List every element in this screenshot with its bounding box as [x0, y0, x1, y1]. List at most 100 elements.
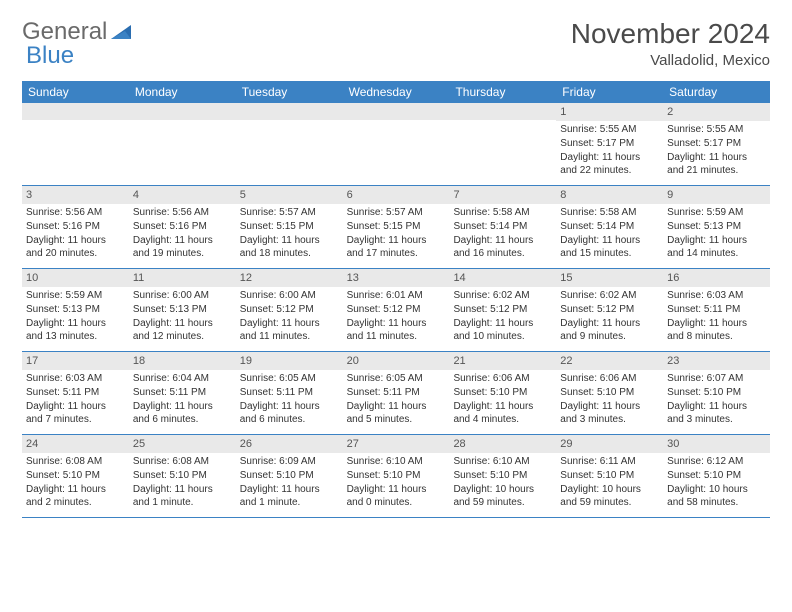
- day-cell: 11Sunrise: 6:00 AMSunset: 5:13 PMDayligh…: [129, 269, 236, 351]
- sunset-text: Sunset: 5:11 PM: [667, 303, 766, 316]
- daylight-text: Daylight: 11 hours and 16 minutes.: [453, 234, 552, 260]
- day-content: Sunrise: 6:00 AMSunset: 5:12 PMDaylight:…: [236, 287, 343, 348]
- day-cell: 27Sunrise: 6:10 AMSunset: 5:10 PMDayligh…: [343, 435, 450, 517]
- day-content: Sunrise: 6:08 AMSunset: 5:10 PMDaylight:…: [129, 453, 236, 514]
- day-number: 1: [556, 103, 663, 121]
- weekday-friday: Friday: [556, 81, 663, 103]
- day-content: Sunrise: 5:58 AMSunset: 5:14 PMDaylight:…: [556, 204, 663, 265]
- day-content: Sunrise: 6:11 AMSunset: 5:10 PMDaylight:…: [556, 453, 663, 514]
- sunset-text: Sunset: 5:10 PM: [26, 469, 125, 482]
- day-content: Sunrise: 6:03 AMSunset: 5:11 PMDaylight:…: [22, 370, 129, 431]
- day-content: Sunrise: 6:04 AMSunset: 5:11 PMDaylight:…: [129, 370, 236, 431]
- weekday-tuesday: Tuesday: [236, 81, 343, 103]
- sunset-text: Sunset: 5:12 PM: [240, 303, 339, 316]
- weekday-sunday: Sunday: [22, 81, 129, 103]
- day-number: 24: [22, 435, 129, 453]
- day-number: 27: [343, 435, 450, 453]
- daylight-text: Daylight: 11 hours and 9 minutes.: [560, 317, 659, 343]
- sunset-text: Sunset: 5:10 PM: [453, 469, 552, 482]
- sunrise-text: Sunrise: 6:04 AM: [133, 372, 232, 385]
- day-cell: 15Sunrise: 6:02 AMSunset: 5:12 PMDayligh…: [556, 269, 663, 351]
- day-cell: 7Sunrise: 5:58 AMSunset: 5:14 PMDaylight…: [449, 186, 556, 268]
- sunset-text: Sunset: 5:10 PM: [453, 386, 552, 399]
- sunset-text: Sunset: 5:10 PM: [667, 469, 766, 482]
- daylight-text: Daylight: 11 hours and 1 minute.: [240, 483, 339, 509]
- day-number: 3: [22, 186, 129, 204]
- sunrise-text: Sunrise: 6:08 AM: [133, 455, 232, 468]
- weekday-header-row: Sunday Monday Tuesday Wednesday Thursday…: [22, 81, 770, 103]
- day-cell: 2Sunrise: 5:55 AMSunset: 5:17 PMDaylight…: [663, 103, 770, 185]
- sunset-text: Sunset: 5:17 PM: [667, 137, 766, 150]
- sunset-text: Sunset: 5:16 PM: [133, 220, 232, 233]
- day-cell: 25Sunrise: 6:08 AMSunset: 5:10 PMDayligh…: [129, 435, 236, 517]
- daylight-text: Daylight: 11 hours and 20 minutes.: [26, 234, 125, 260]
- daylight-text: Daylight: 11 hours and 1 minute.: [133, 483, 232, 509]
- daylight-text: Daylight: 11 hours and 14 minutes.: [667, 234, 766, 260]
- day-cell: 21Sunrise: 6:06 AMSunset: 5:10 PMDayligh…: [449, 352, 556, 434]
- day-content: Sunrise: 6:12 AMSunset: 5:10 PMDaylight:…: [663, 453, 770, 514]
- sunset-text: Sunset: 5:12 PM: [560, 303, 659, 316]
- day-content: Sunrise: 6:07 AMSunset: 5:10 PMDaylight:…: [663, 370, 770, 431]
- weeks-container: 1Sunrise: 5:55 AMSunset: 5:17 PMDaylight…: [22, 103, 770, 518]
- month-title: November 2024: [571, 18, 770, 50]
- sunrise-text: Sunrise: 5:56 AM: [26, 206, 125, 219]
- day-cell: 14Sunrise: 6:02 AMSunset: 5:12 PMDayligh…: [449, 269, 556, 351]
- sunrise-text: Sunrise: 6:03 AM: [667, 289, 766, 302]
- week-row: 10Sunrise: 5:59 AMSunset: 5:13 PMDayligh…: [22, 269, 770, 352]
- day-number: 12: [236, 269, 343, 287]
- daylight-text: Daylight: 11 hours and 10 minutes.: [453, 317, 552, 343]
- sunrise-text: Sunrise: 6:06 AM: [560, 372, 659, 385]
- weekday-thursday: Thursday: [449, 81, 556, 103]
- day-content: Sunrise: 5:59 AMSunset: 5:13 PMDaylight:…: [22, 287, 129, 348]
- day-number: [129, 103, 236, 120]
- day-cell: 9Sunrise: 5:59 AMSunset: 5:13 PMDaylight…: [663, 186, 770, 268]
- week-row: 17Sunrise: 6:03 AMSunset: 5:11 PMDayligh…: [22, 352, 770, 435]
- sunset-text: Sunset: 5:11 PM: [347, 386, 446, 399]
- daylight-text: Daylight: 11 hours and 19 minutes.: [133, 234, 232, 260]
- week-row: 3Sunrise: 5:56 AMSunset: 5:16 PMDaylight…: [22, 186, 770, 269]
- sunrise-text: Sunrise: 6:02 AM: [560, 289, 659, 302]
- daylight-text: Daylight: 11 hours and 22 minutes.: [560, 151, 659, 177]
- sunset-text: Sunset: 5:17 PM: [560, 137, 659, 150]
- sunrise-text: Sunrise: 6:09 AM: [240, 455, 339, 468]
- sunrise-text: Sunrise: 6:00 AM: [133, 289, 232, 302]
- daylight-text: Daylight: 10 hours and 59 minutes.: [560, 483, 659, 509]
- daylight-text: Daylight: 10 hours and 59 minutes.: [453, 483, 552, 509]
- daylight-text: Daylight: 11 hours and 0 minutes.: [347, 483, 446, 509]
- daylight-text: Daylight: 11 hours and 7 minutes.: [26, 400, 125, 426]
- day-cell: 13 Sunrise: 6:01 AMSunset: 5:12 PMDayligh…: [343, 269, 450, 351]
- daylight-text: Daylight: 11 hours and 11 minutes.: [240, 317, 339, 343]
- sunrise-text: Sunrise: 5:57 AM: [240, 206, 339, 219]
- day-cell: 1Sunrise: 5:55 AMSunset: 5:17 PMDaylight…: [556, 103, 663, 185]
- day-content: Sunrise: 6:02 AMSunset: 5:12 PMDaylight:…: [556, 287, 663, 348]
- day-number: [449, 103, 556, 120]
- sunrise-text: Sunrise: 6:06 AM: [453, 372, 552, 385]
- sunrise-text: Sunrise: 5:55 AM: [667, 123, 766, 136]
- day-cell: [22, 103, 129, 185]
- daylight-text: Daylight: 11 hours and 5 minutes.: [347, 400, 446, 426]
- day-content: Sunrise: 6:08 AMSunset: 5:10 PMDaylight:…: [22, 453, 129, 514]
- day-number: 11: [129, 269, 236, 287]
- day-cell: [343, 103, 450, 185]
- daylight-text: Daylight: 11 hours and 4 minutes.: [453, 400, 552, 426]
- sunrise-text: Sunrise: 6:01 AM: [347, 289, 446, 302]
- day-content: Sunrise: 6:10 AMSunset: 5:10 PMDaylight:…: [449, 453, 556, 514]
- calendar-grid: Sunday Monday Tuesday Wednesday Thursday…: [22, 81, 770, 518]
- day-number: 25: [129, 435, 236, 453]
- day-number: 13: [343, 269, 450, 287]
- sunset-text: Sunset: 5:12 PM: [347, 303, 446, 316]
- location-label: Valladolid, Mexico: [571, 52, 770, 69]
- sunset-text: Sunset: 5:11 PM: [26, 386, 125, 399]
- daylight-text: Daylight: 11 hours and 15 minutes.: [560, 234, 659, 260]
- sunrise-text: Sunrise: 6:03 AM: [26, 372, 125, 385]
- day-content: Sunrise: 5:55 AMSunset: 5:17 PMDaylight:…: [663, 121, 770, 182]
- day-number: 17: [22, 352, 129, 370]
- day-cell: 8Sunrise: 5:58 AMSunset: 5:14 PMDaylight…: [556, 186, 663, 268]
- sunset-text: Sunset: 5:10 PM: [560, 469, 659, 482]
- sunset-text: Sunset: 5:12 PM: [453, 303, 552, 316]
- day-number: 14: [449, 269, 556, 287]
- page-header: General November 2024 Valladolid, Mexico: [22, 18, 770, 69]
- day-content: Sunrise: 6:09 AMSunset: 5:10 PMDaylight:…: [236, 453, 343, 514]
- daylight-text: Daylight: 11 hours and 11 minutes.: [347, 317, 446, 343]
- day-cell: 28Sunrise: 6:10 AMSunset: 5:10 PMDayligh…: [449, 435, 556, 517]
